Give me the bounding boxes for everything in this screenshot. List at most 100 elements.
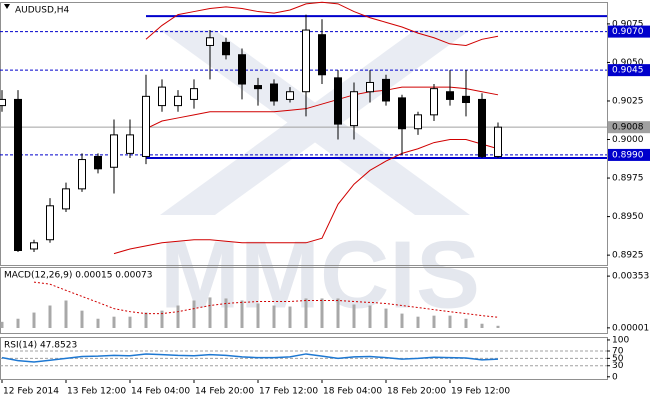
candle-body [382,78,390,102]
level-label-box [608,25,650,38]
candle-body [78,159,86,190]
y-tick-label: 0.9025 [612,96,644,106]
macd-bar [176,305,180,329]
candle-body [414,114,422,130]
level-label-box [608,64,650,77]
panel-title: MACD(12,26,9) 0.00015 0.00073 [4,271,153,281]
x-tick-label: 13 Feb 12:00 [67,387,126,397]
macd-bar [320,298,324,329]
macd-bar [64,300,68,329]
x-tick-label: 14 Feb 04:00 [131,387,190,397]
macd-bar [384,308,388,329]
y-tick-label: 0.9075 [612,19,644,29]
x-tick-label: 19 Feb 12:00 [451,387,510,397]
macd-bar [80,310,84,329]
macd-bar [224,298,228,329]
candle-body [222,41,230,56]
y-tick-label: 0.00001 [612,323,649,333]
candle-body [30,242,38,250]
candle-body [446,91,454,100]
x-tick-label: 18 Feb 20:00 [387,387,446,397]
panel-frame [0,267,608,334]
candle-body [0,98,6,107]
y-tick-label: 70 [612,347,624,357]
y-tick-label: 0.9000 [612,135,644,145]
candle-body [494,126,502,157]
candle-body [270,83,278,102]
y-tick-label: 30 [612,361,624,371]
macd-bar [352,304,356,329]
candle-body [62,188,70,210]
y-tick-label: 0.9050 [612,58,644,68]
panel-title: AUDUSD,H4 [15,6,70,16]
macd-bar [16,318,20,329]
level-label-box [608,148,650,161]
candle-body [350,91,358,127]
macd-bar [464,318,468,329]
candle-body [462,95,470,104]
watermark: MMCIS [160,221,480,328]
macd-bar [208,297,212,329]
macd-bar [432,315,436,329]
candle-body [286,91,294,100]
level-label-box [608,121,650,134]
y-tick-label: 0 [612,372,618,382]
watermark-logo [160,30,470,215]
candle-body [366,81,374,93]
band-middle [145,86,499,130]
macd-bar [448,315,452,329]
macd-bar [144,312,148,329]
macd-bar [496,325,500,329]
candle-body [318,34,326,76]
macd-bar [288,306,292,329]
macd-bar [128,316,132,329]
candle-body [190,88,198,100]
macd-bar [304,298,308,329]
macd-bar [0,321,4,329]
x-tick-label: 17 Feb 12:00 [259,387,318,397]
macd-bar [480,323,484,329]
panel-frame [0,2,608,266]
candle-body [174,95,182,107]
candle-body [142,95,150,157]
macd-bar [256,303,260,329]
symbol-icon [4,4,10,9]
level-label: 0.9070 [612,27,644,37]
candle-body [206,37,214,46]
candle-body [334,77,342,125]
macd-bar [192,300,196,329]
y-tick-label: 0.8950 [612,212,644,222]
macd-bar [272,305,276,329]
candle-body [238,54,246,85]
y-tick-label: 0.00353 [612,272,649,282]
panel-title: RSI(14) 47.8523 [4,341,77,351]
candle-body [478,98,486,157]
candle-body [110,134,118,168]
macd-bar [112,316,116,329]
band-lower [113,139,499,255]
y-tick-label: 0.8925 [612,251,644,261]
rsi-line [1,353,499,363]
x-tick-label: 18 Feb 04:00 [323,387,382,397]
level-label: 0.9045 [612,66,644,76]
level-label: 0.8990 [612,150,644,160]
macd-bar [96,318,100,329]
macd-bar [32,312,36,329]
macd-bar [48,305,52,329]
candle-body [46,205,54,241]
x-tick-label: 12 Feb 2014 [3,387,59,397]
y-tick-label: 0.8975 [612,174,644,184]
candle-body [126,134,134,154]
y-tick-label: 100 [612,335,629,345]
candle-body [398,97,406,130]
band-upper [145,1,499,46]
y-tick-label: 50 [612,354,624,364]
macd-signal [33,281,499,318]
candle-body [254,85,262,90]
candle-body [158,86,166,107]
candle-body [94,155,102,170]
level-label: 0.9008 [612,123,644,133]
macd-bar [336,298,340,329]
macd-bar [416,316,420,329]
